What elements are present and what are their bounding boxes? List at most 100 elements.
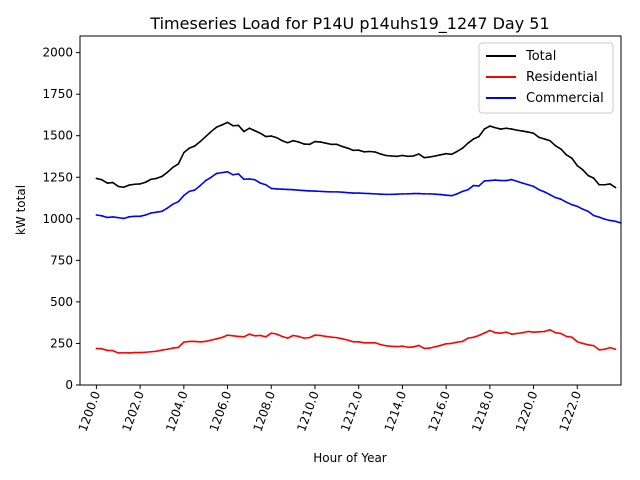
series-segment-residential <box>281 335 289 339</box>
series-segment-total <box>177 151 185 165</box>
series-segment-total <box>248 127 256 132</box>
plot-area-frame <box>79 35 622 386</box>
series-segment-residential <box>319 334 327 338</box>
series-segment-commercial <box>188 189 196 193</box>
series-segment-total <box>150 177 158 181</box>
series-segment-residential <box>259 334 267 338</box>
series-segment-residential <box>166 347 174 351</box>
series-segment-residential <box>204 339 212 343</box>
series-segment-residential <box>549 329 557 334</box>
series-segment-residential <box>297 335 305 339</box>
series-segment-total <box>609 183 617 189</box>
series-segment-commercial <box>177 194 185 203</box>
series-segment-residential <box>401 345 409 349</box>
series-segment-residential <box>592 344 600 351</box>
series-segment-residential <box>177 341 185 349</box>
y-tick-label: 0 <box>65 378 73 392</box>
series-segment-total <box>439 152 447 156</box>
series-segment-total <box>565 154 573 159</box>
series-segment-residential <box>560 332 568 338</box>
series-segment-total <box>226 121 234 127</box>
series-segment-total <box>243 127 251 133</box>
series-segment-residential <box>576 340 584 345</box>
series-segment-total <box>341 145 349 149</box>
series-segment-commercial <box>161 207 169 213</box>
y-tick-label: 1750 <box>42 87 73 101</box>
series-segment-commercial <box>248 178 256 181</box>
series-residential <box>95 329 617 354</box>
series-segment-commercial <box>226 170 234 176</box>
series-segment-total <box>122 184 130 189</box>
series-segment-residential <box>308 334 316 339</box>
series-segment-commercial <box>560 198 568 203</box>
series-segment-residential <box>292 334 300 338</box>
y-tick-label: 500 <box>50 295 73 309</box>
series-segment-total <box>521 130 529 133</box>
series-segment-residential <box>521 330 529 334</box>
series-segment-residential <box>603 346 611 351</box>
series-segment-total <box>532 132 540 139</box>
series-segment-total <box>155 175 163 180</box>
series-segment-commercial <box>237 173 245 181</box>
series-segment-residential <box>489 329 497 334</box>
y-tick-label: 250 <box>50 336 73 350</box>
series-segment-total <box>275 136 283 142</box>
series-segment-residential <box>325 335 333 338</box>
series-segment-commercial <box>172 200 180 205</box>
series-segment-total <box>456 147 464 153</box>
series-segment-residential <box>505 331 513 335</box>
series-segment-total <box>592 177 600 186</box>
series-segment-residential <box>161 348 169 351</box>
series-segment-commercial <box>221 170 229 174</box>
series-segment-total <box>543 138 551 142</box>
series-segment-residential <box>221 334 229 339</box>
series-segment-total <box>549 139 557 147</box>
y-tick-label: 1000 <box>42 212 73 226</box>
series-segment-total <box>478 128 486 138</box>
series-segment-commercial <box>199 179 207 187</box>
series-segment-total <box>483 125 491 130</box>
series-segment-commercial <box>166 203 174 209</box>
series-segment-total <box>259 132 267 138</box>
series-segment-residential <box>450 341 458 345</box>
series-segment-commercial <box>450 193 458 197</box>
series-segment-residential <box>346 339 355 343</box>
series-segment-total <box>357 149 365 153</box>
series-segment-total <box>270 135 278 139</box>
series-segment-total <box>505 127 513 130</box>
series-segment-residential <box>565 335 573 338</box>
series-segment-total <box>428 155 437 158</box>
series-segment-total <box>538 136 546 140</box>
series-segment-total <box>418 153 426 159</box>
series-segment-residential <box>461 337 469 343</box>
series-segment-total <box>172 163 180 169</box>
series-segment-residential <box>472 334 480 339</box>
series-segment-total <box>199 135 207 143</box>
series-segment-commercial <box>461 188 469 193</box>
series-segment-residential <box>248 333 256 337</box>
series-segment-commercial <box>543 191 551 196</box>
series-segment-residential <box>341 337 349 341</box>
series-segment-commercial <box>603 218 611 222</box>
series-segment-commercial <box>592 214 600 218</box>
series-segment-total <box>554 144 562 150</box>
series-segment-residential <box>379 343 387 347</box>
series-segment-residential <box>554 331 562 335</box>
series-segment-commercial <box>598 216 606 220</box>
series-segment-commercial <box>521 182 529 186</box>
series-segment-total <box>336 143 344 148</box>
series-segment-total <box>128 183 136 186</box>
series-segment-total <box>499 127 508 130</box>
series-segment-total <box>188 145 196 149</box>
series-segment-total <box>434 154 442 157</box>
y-tick-label: 750 <box>50 253 73 267</box>
series-segment-total <box>254 129 262 135</box>
series-segment-total <box>308 140 316 146</box>
series-segment-residential <box>456 340 464 343</box>
series-segment-commercial <box>155 210 163 213</box>
series-segment-commercial <box>456 190 464 195</box>
legend-label-commercial: Commercial <box>526 91 604 106</box>
series-segment-residential <box>467 336 475 339</box>
series-segment-commercial <box>122 216 130 220</box>
series-segment-total <box>560 148 568 156</box>
